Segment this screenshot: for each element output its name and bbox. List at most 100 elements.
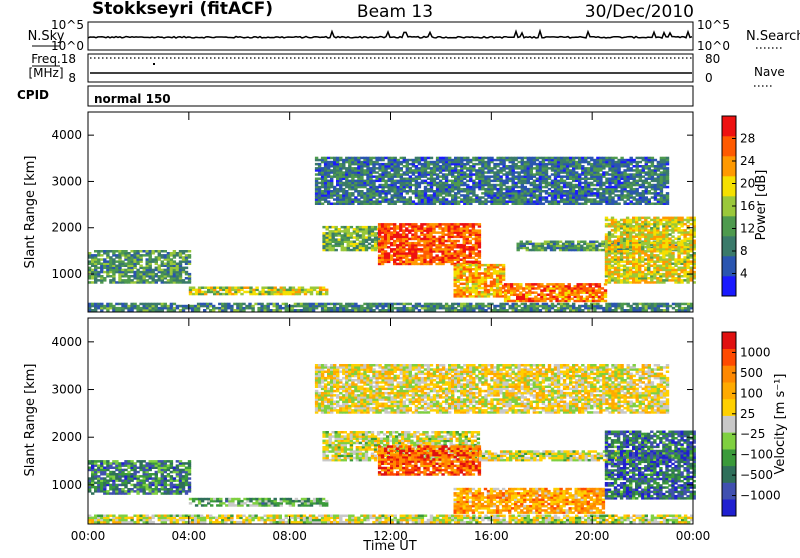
data-cell [633,159,636,162]
data-cell [391,173,394,176]
data-cell [329,226,332,229]
data-cell [115,254,118,257]
data-cell [648,182,651,185]
data-cell [581,186,584,189]
data-cell [472,295,475,298]
data-cell [650,271,653,274]
data-cell [602,182,605,185]
data-cell [448,157,451,160]
data-cell [397,159,400,162]
data-cell [601,249,604,252]
data-cell [641,221,644,224]
data-cell [408,238,411,241]
data-cell [472,264,475,267]
data-cell [318,163,321,166]
data-cell [403,171,406,174]
data-cell [466,254,469,257]
data-cell [350,226,353,229]
data-cell [372,175,375,178]
data-cell [493,163,496,166]
data-cell [393,223,396,226]
data-cell [475,182,478,185]
data-cell [602,188,605,191]
data-cell [405,223,408,226]
data-cell [418,157,421,160]
data-cell [315,163,318,166]
data-cell [384,180,387,183]
data-cell [417,225,420,228]
data-cell [559,245,562,248]
data-cell [258,291,261,294]
data-cell [192,287,195,290]
data-cell [504,283,507,286]
data-cell [509,165,512,168]
data-cell [558,300,561,303]
data-cell [623,265,626,268]
data-cell [409,163,412,166]
data-cell [375,198,378,201]
data-cell [518,186,521,189]
data-cell [668,217,671,220]
data-cell [581,178,584,181]
data-cell [650,223,653,226]
data-cell [623,200,626,203]
data-cell [537,283,540,286]
data-cell [421,180,424,183]
data-cell [604,300,607,303]
data-cell [581,182,584,185]
data-cell [100,254,103,257]
data-cell [633,169,636,172]
data-cell [378,173,381,176]
data-cell [633,196,636,199]
data-cell [433,161,436,164]
data-cell [515,157,518,160]
nsky-tick-top: 10^5 [51,18,84,32]
data-cell [542,186,545,189]
data-cell [630,200,633,203]
data-cell [347,226,350,229]
data-cell [690,223,693,226]
data-cell [574,245,577,248]
data-cell [581,203,584,206]
data-cell [496,188,499,191]
data-cell [204,291,207,294]
data-cell [333,198,336,201]
data-cell [502,188,505,191]
data-cell [372,180,375,183]
data-cell [88,252,91,255]
data-cell [626,267,629,270]
data-cell [592,283,595,286]
data-cell [454,264,457,267]
data-cell [388,171,391,174]
data-cell [617,194,620,197]
data-cell [650,219,653,222]
data-cell [608,173,611,176]
data-cell [568,241,571,244]
data-cell [636,161,639,164]
data-cell [595,245,598,248]
data-cell [378,200,381,203]
data-cell [354,196,357,199]
data-cell [130,275,133,278]
data-cell [502,157,505,160]
data-cell [499,157,502,160]
data-cell [529,241,532,244]
data-cell [463,188,466,191]
data-cell [683,223,686,226]
data-cell [466,157,469,160]
data-cell [420,223,423,226]
data-cell [548,157,551,160]
data-cell [647,281,650,284]
data-cell [546,294,549,297]
data-cell [629,267,632,270]
data-cell [587,167,590,170]
data-cell [596,200,599,203]
data-cell [547,241,550,244]
data-cell [563,190,566,193]
data-cell [580,296,583,299]
data-cell [662,223,665,226]
data-cell [617,159,620,162]
data-cell [327,180,330,183]
data-cell [644,267,647,270]
data-cell [475,163,478,166]
